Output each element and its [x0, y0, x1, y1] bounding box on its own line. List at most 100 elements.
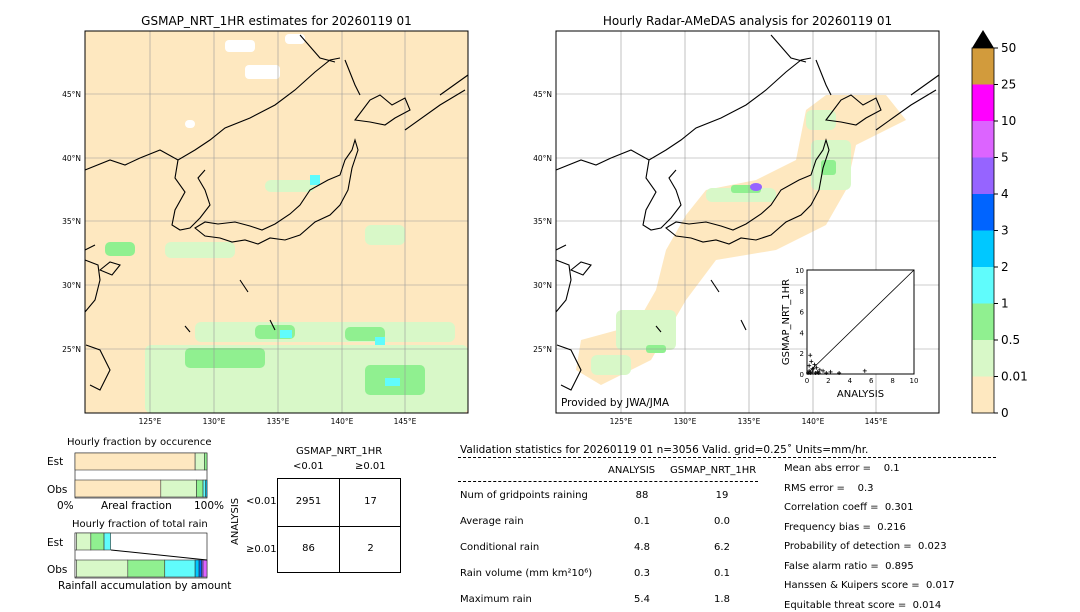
- one-to-one-line: [806, 269, 915, 375]
- score-line: Correlation coeff = 0.301: [784, 502, 914, 513]
- colorbar-label: 25: [1001, 78, 1016, 92]
- cell-miss: 86: [302, 543, 315, 554]
- colorbar-segment: [972, 340, 994, 377]
- lon-tick-label: 130°E: [203, 417, 226, 426]
- scatter-point: [807, 368, 812, 373]
- rain-bar-est: [103, 532, 111, 551]
- stats-row-gsmap: 19: [715, 490, 729, 501]
- inset-xtick: 0: [805, 377, 809, 385]
- contingency-row-0: <0.01: [246, 496, 277, 507]
- lat-tick-label: 45°N: [62, 90, 81, 99]
- score-line: Hanssen & Kuipers score = 0.017: [784, 580, 955, 591]
- colorbar-segment: [972, 121, 994, 158]
- coastline: [194, 138, 359, 245]
- coastline: [556, 344, 582, 391]
- stats-row-label: Num of gridpoints raining: [460, 490, 588, 501]
- inset-ytick: 10: [795, 267, 804, 275]
- scatter-point: [812, 362, 817, 367]
- occ-tick-0: 0%: [57, 500, 74, 512]
- scatter-point: [828, 369, 833, 374]
- rain-xlabel: Rainfall accumulation by amount: [58, 580, 232, 592]
- lat-tick-label: 35°N: [62, 217, 81, 226]
- colorbar-label: 3: [1001, 224, 1009, 238]
- right-map-title: Hourly Radar-AMeDAS analysis for 2026011…: [602, 14, 893, 28]
- inset-xtick: 4: [848, 377, 853, 385]
- coastline: [184, 279, 276, 333]
- scatter-point: [862, 368, 867, 373]
- score-line: Mean abs error = 0.1: [784, 463, 900, 474]
- colorbar-segment: [972, 376, 994, 413]
- score-line: Probability of detection = 0.023: [784, 541, 947, 552]
- rain-area: [105, 242, 135, 256]
- colorbar-segment: [972, 48, 994, 85]
- occurrence-bar-obs: [205, 479, 208, 498]
- colorbar-label: 1: [1001, 297, 1009, 311]
- scatter-point: [824, 370, 829, 375]
- occurrence-title: Hourly fraction by occurence: [67, 437, 212, 448]
- rain-area: [265, 180, 315, 192]
- colorbar-label: 10: [1001, 114, 1016, 128]
- lon-tick-label: 125°E: [610, 417, 633, 426]
- colorbar-segment: [972, 267, 994, 304]
- colorbar-label: 50: [1001, 41, 1016, 55]
- coastline: [353, 94, 411, 126]
- left-map-title: GSMAP_NRT_1HR estimates for 20260119 01: [141, 14, 412, 28]
- stats-row-gsmap: 0.1: [714, 568, 730, 579]
- missing-data: [225, 40, 255, 52]
- stats-row-analysis: 0.1: [634, 516, 650, 527]
- rain-area: [385, 378, 400, 386]
- rain-area: [806, 110, 836, 130]
- colorbar-label: 0.01: [1001, 370, 1028, 384]
- inset-xtick: 2: [826, 377, 830, 385]
- rain-bar-est: [76, 532, 92, 551]
- colorbar-segment: [972, 157, 994, 194]
- lon-tick-label: 145°E: [394, 417, 417, 426]
- lon-tick-label: 140°E: [802, 417, 825, 426]
- rain-area: [310, 175, 320, 185]
- connector-line: [110, 549, 208, 561]
- coastline: [555, 244, 572, 313]
- colorbar-segment: [972, 194, 994, 231]
- scatter-point: [809, 359, 814, 364]
- occ-label-obs: Obs: [47, 484, 68, 496]
- occurrence-bar-obs: [74, 479, 162, 498]
- maps: 45°N 40°N 35°N 30°N 25°N 125°E 130°E 135°E 140°E…: [62, 30, 1028, 426]
- lat-tick-label: 40°N: [62, 154, 81, 163]
- stats-row-label: Rain volume (mm km²10⁶): [460, 568, 593, 579]
- cell-hit: 2: [367, 543, 374, 554]
- rain-title: Hourly fraction of total rain: [72, 519, 208, 530]
- rain-area: [616, 310, 676, 350]
- inset-ylabel: GSMAP_NRT_1HR: [781, 279, 792, 365]
- lon-tick-label: 135°E: [267, 417, 290, 426]
- rain-label-obs: Obs: [47, 564, 68, 576]
- fraction-bars: [74, 452, 208, 579]
- stats-row-analysis: 5.4: [634, 594, 650, 605]
- cell-false-alarm: 17: [364, 496, 377, 507]
- stats-row-analysis: 4.8: [634, 542, 650, 553]
- contingency-col-0: <0.01: [293, 461, 324, 472]
- rain-frame: [74, 532, 208, 579]
- score-line: Frequency bias = 0.216: [784, 521, 906, 533]
- rain-bar-obs: [164, 559, 196, 578]
- coastline: [84, 34, 361, 171]
- rain-area: [591, 355, 631, 375]
- occurrence-bar-est: [74, 452, 196, 471]
- lon-tick-label: 140°E: [331, 417, 354, 426]
- occurrence-bar-obs: [160, 479, 197, 498]
- scatter-point: [808, 370, 813, 375]
- lat-tick-label: 45°N: [533, 90, 552, 99]
- rain-max: [750, 183, 762, 191]
- coastline: [665, 138, 830, 245]
- coastline: [98, 261, 121, 276]
- inset-ytick: 0: [800, 371, 804, 379]
- scatter-point: [817, 367, 822, 372]
- occ-xlabel: Areal fraction: [101, 500, 172, 512]
- colorbar-segment: [972, 84, 994, 121]
- coastline: [84, 244, 101, 313]
- scatter-point: [814, 365, 819, 370]
- rain-area: [195, 322, 455, 342]
- lat-tick-label: 25°N: [533, 345, 552, 354]
- coastline: [85, 344, 111, 391]
- cell-hit-neg: 2951: [295, 496, 322, 507]
- rain-area: [280, 330, 292, 338]
